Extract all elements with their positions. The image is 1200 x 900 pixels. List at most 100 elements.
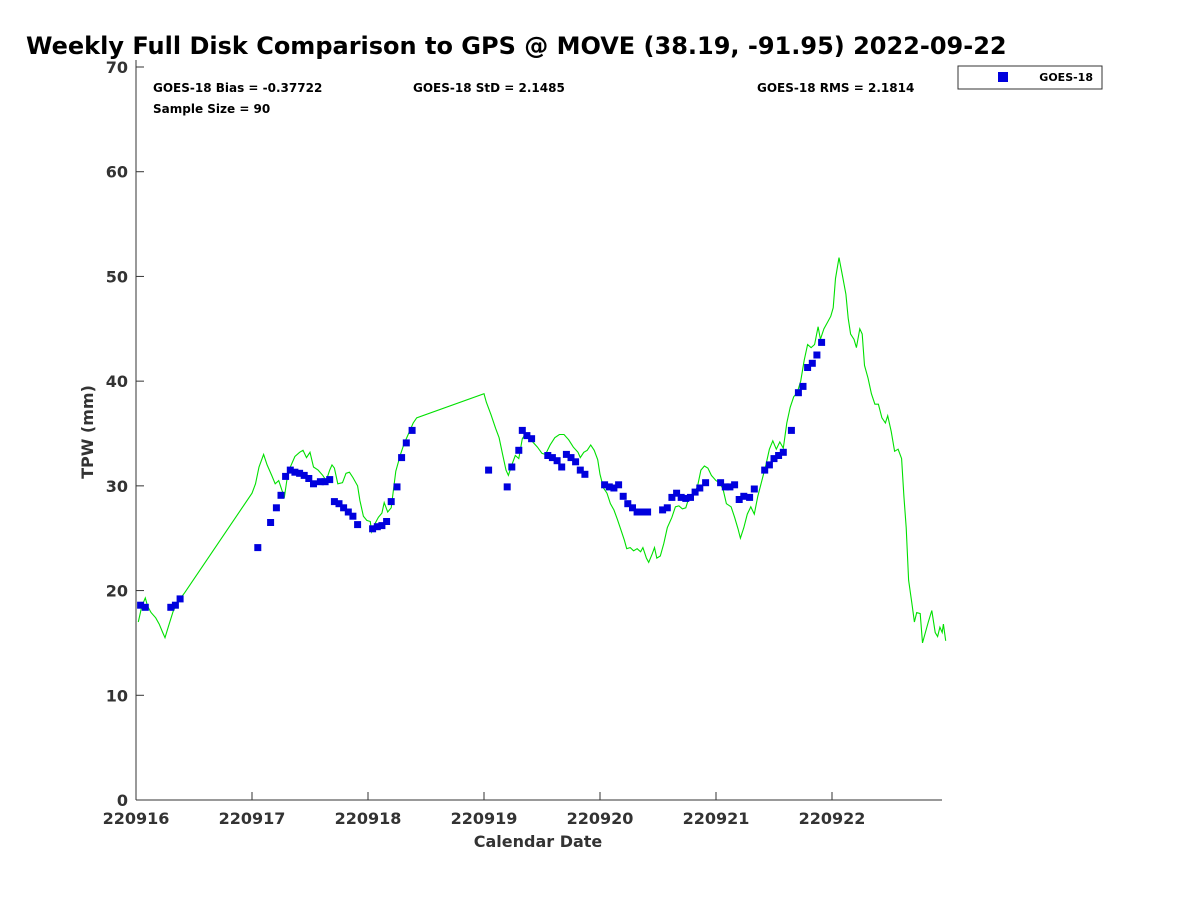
goes18-point	[141, 603, 149, 611]
goes18-point	[691, 488, 699, 496]
goes18-point	[272, 504, 280, 512]
goes18-point	[296, 469, 304, 477]
goes18-point	[503, 483, 511, 491]
y-tick-label: 40	[106, 372, 128, 391]
chart-title: Weekly Full Disk Comparison to GPS @ MOV…	[26, 32, 1007, 60]
goes18-point	[567, 454, 575, 462]
goes18-point	[746, 493, 754, 501]
goes18-point	[638, 508, 646, 516]
x-ticks: 220916 220917 220918 220919 220920 220921 2209…	[103, 792, 865, 828]
goes18-point	[787, 426, 795, 434]
goes18-point	[515, 446, 523, 454]
y-tick-label: 0	[117, 791, 128, 810]
goes18-point	[572, 458, 580, 466]
goes18-point	[677, 493, 685, 501]
goes18-point	[818, 338, 826, 346]
goes18-point	[558, 463, 566, 471]
x-tick-label: 220916	[103, 809, 170, 828]
goes18-point	[485, 466, 493, 474]
goes18-point	[508, 463, 516, 471]
goes18-point	[629, 504, 636, 512]
goes18-point	[794, 389, 802, 397]
goes18-point	[387, 498, 395, 506]
gps-series-line	[137, 257, 947, 644]
goes18-point	[696, 484, 704, 492]
goes18-point	[673, 489, 681, 497]
goes18-point	[137, 601, 145, 609]
goes18-point	[702, 479, 710, 487]
goes18-point	[799, 382, 807, 390]
goes18-point	[717, 479, 725, 487]
goes18-point	[659, 506, 667, 514]
goes18-point	[804, 364, 812, 371]
goes18-point	[267, 519, 275, 526]
x-tick-label: 220919	[451, 809, 518, 828]
x-tick-label: 220920	[567, 809, 634, 828]
goes18-point	[398, 454, 406, 462]
bias-stat: GOES-18 Bias = -0.37722	[153, 81, 322, 95]
goes18-point	[731, 481, 739, 489]
goes18-point	[808, 359, 816, 367]
goes18-point	[610, 484, 618, 492]
sample-size-stat: Sample Size = 90	[153, 102, 270, 116]
goes18-point	[167, 603, 175, 611]
goes18-point	[518, 426, 526, 434]
goes18-point	[286, 466, 294, 474]
x-axis-label: Calendar Date	[474, 832, 603, 851]
goes18-point	[340, 504, 348, 512]
x-tick-label: 220921	[683, 809, 750, 828]
goes18-point	[300, 471, 308, 479]
goes18-point	[548, 454, 556, 462]
goes18-point	[765, 461, 773, 469]
goes18-point	[349, 512, 357, 520]
goes18-point	[393, 483, 401, 491]
goes18-point	[544, 452, 552, 459]
goes18-point	[750, 485, 758, 493]
goes18-point	[282, 472, 290, 480]
goes18-point	[601, 481, 609, 489]
goes18-point	[779, 448, 787, 456]
goes18-point	[373, 523, 381, 531]
goes18-point	[619, 492, 627, 500]
goes18-point	[310, 480, 317, 488]
y-tick-label: 10	[106, 686, 128, 705]
y-axis-label: TPW (mm)	[78, 385, 97, 479]
goes18-point	[562, 450, 570, 458]
goes18-point	[344, 508, 352, 516]
legend-marker-goes18	[998, 72, 1008, 82]
goes18-point	[553, 457, 561, 465]
y-tick-label: 20	[106, 582, 128, 601]
y-tick-label: 60	[106, 163, 128, 182]
goes18-point	[378, 522, 386, 530]
goes18-point	[775, 452, 783, 459]
plot-area	[135, 60, 942, 801]
goes18-point	[726, 483, 734, 491]
goes18-point	[316, 478, 324, 486]
goes18-point	[605, 483, 613, 491]
gps-line-series	[137, 257, 947, 644]
goes18-point	[576, 466, 584, 474]
std-stat: GOES-18 StD = 2.1485	[413, 81, 565, 95]
goes18-point	[321, 478, 329, 486]
goes18-point	[335, 500, 343, 508]
goes18-point	[291, 468, 299, 476]
rms-stat: GOES-18 RMS = 2.1814	[757, 81, 914, 95]
x-tick-label: 220918	[335, 809, 402, 828]
legend: GOES-18	[957, 65, 1103, 90]
goes18-point	[402, 439, 410, 447]
goes18-point	[176, 595, 184, 603]
goes18-point	[254, 544, 262, 552]
y-ticks: 0 10 20 30 40 50 60 70	[106, 58, 144, 810]
goes18-point	[687, 493, 694, 501]
goes18-point	[633, 508, 641, 516]
x-tick-label: 220917	[219, 809, 286, 828]
goes18-point	[615, 481, 623, 489]
goes18-point	[523, 432, 531, 440]
goes18-point	[624, 500, 632, 508]
goes18-point	[277, 491, 285, 499]
goes18-point	[369, 525, 377, 533]
goes18-point	[528, 435, 536, 443]
goes18-point	[383, 518, 391, 525]
legend-box	[957, 65, 1103, 90]
y-tick-label: 50	[106, 267, 128, 286]
